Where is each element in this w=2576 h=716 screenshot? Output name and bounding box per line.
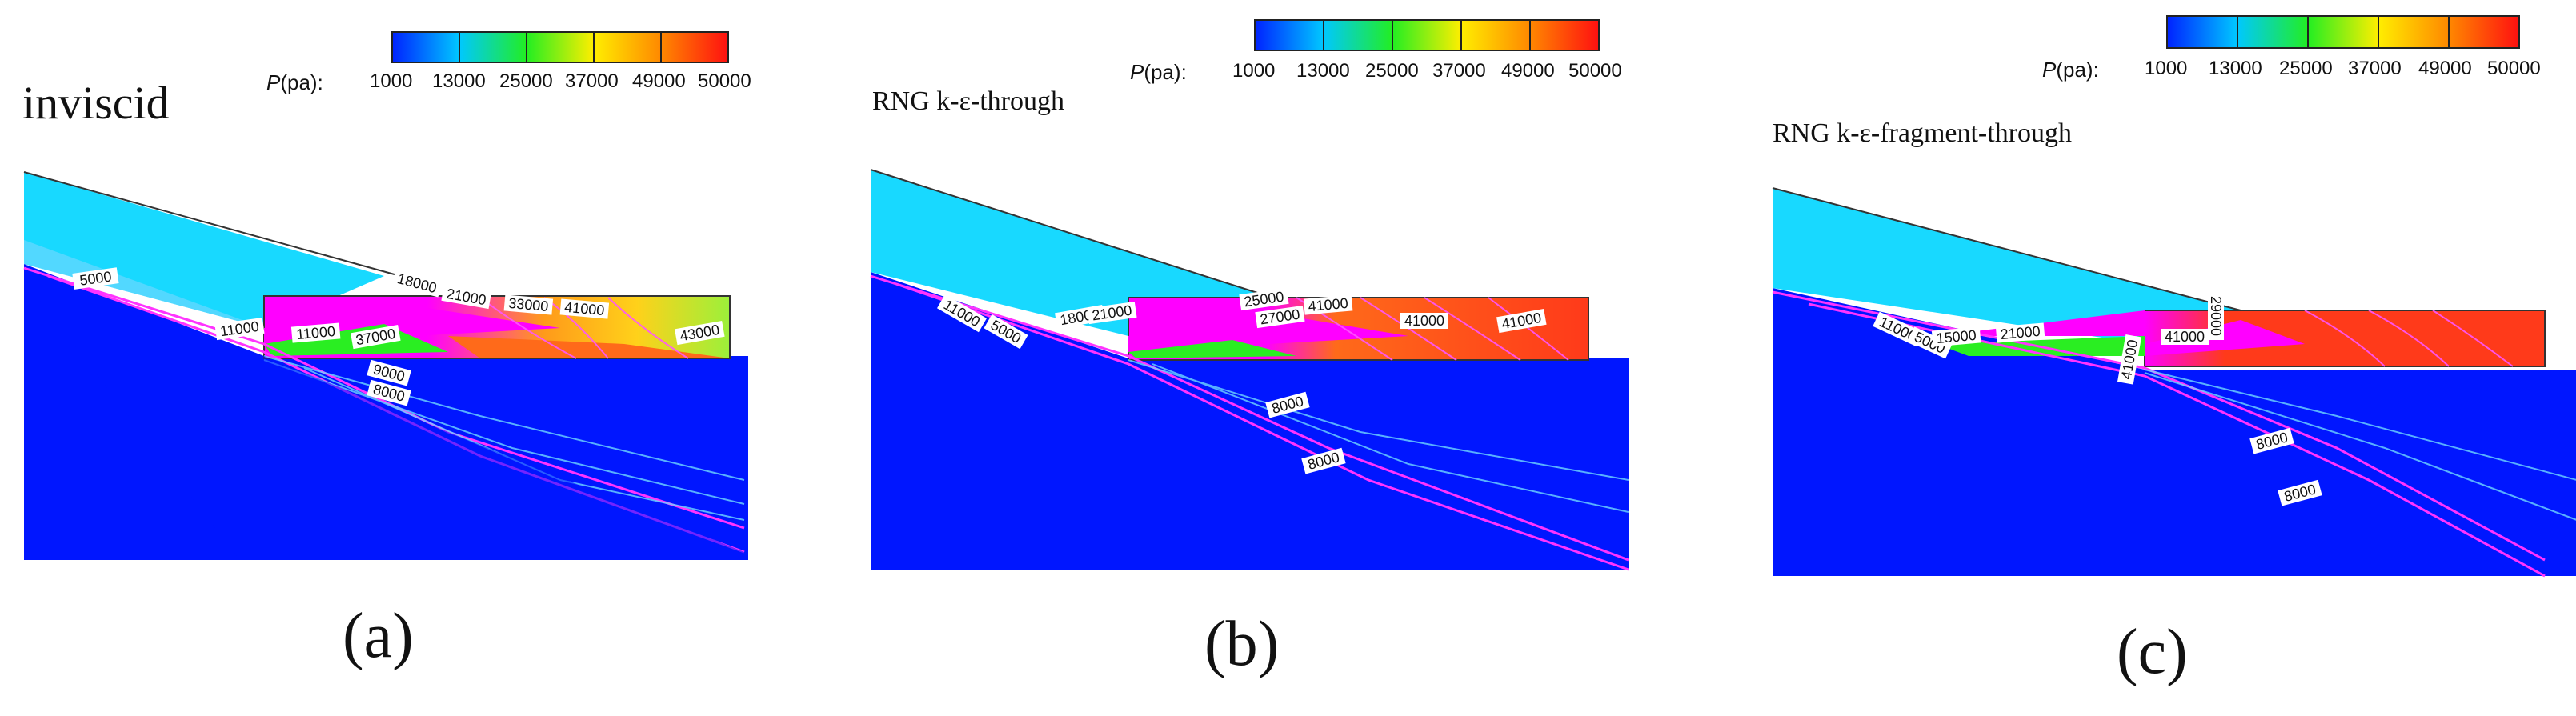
panel-c: 11000 5000 15000 21000 29000 41000 41000…: [1697, 0, 2576, 716]
colorbar-label: P(pa):: [266, 70, 323, 94]
panel-title: inviscid: [22, 77, 170, 129]
contour-label: 18000: [395, 270, 439, 296]
colorbar-tick: 13000: [2209, 58, 2262, 79]
panel-caption: (c): [2117, 617, 2188, 687]
pressure-contour-plot-b: 11000 5000 18000 21000 25000 27000 41000…: [870, 19, 1629, 571]
panel-b: 11000 5000 18000 21000 25000 27000 41000…: [848, 0, 1697, 716]
colorbar-tick: 1000: [2145, 58, 2188, 79]
upper-region: [24, 172, 384, 328]
colorbar: [1254, 19, 1600, 51]
contour-label: 41000: [564, 299, 606, 318]
colorbar: [391, 31, 729, 63]
flow-domain: [871, 272, 1629, 570]
colorbar-tick: 37000: [565, 70, 619, 92]
colorbar-tick: 49000: [2418, 58, 2472, 79]
colorbar: [2166, 15, 2520, 49]
colorbar-label: P(pa):: [1130, 60, 1187, 84]
panel-a: 5000 11000 18000 21000 33000 37000 41000…: [0, 0, 848, 716]
pressure-contour-plot-a: 5000 11000 18000 21000 33000 37000 41000…: [23, 31, 748, 560]
contour-label: 11000: [296, 323, 336, 342]
contour-label: 41000: [1308, 295, 1349, 314]
colorbar-tick: 50000: [1568, 60, 1622, 82]
contour-label: 41000: [1404, 313, 1444, 329]
flow-domain: [1773, 288, 2576, 576]
contour-label: 15000: [1936, 327, 1977, 346]
panel-title: RNG k-ε-through: [872, 86, 1064, 116]
panel-caption: (a): [343, 601, 414, 671]
contour-label: 33000: [508, 295, 550, 314]
colorbar-tick: 25000: [499, 70, 553, 92]
panel-title: RNG k-ε-fragment-through: [1773, 118, 2073, 148]
contour-label: 21000: [2000, 323, 2041, 342]
colorbar-tick: 1000: [1232, 60, 1276, 82]
colorbar-tick: 13000: [432, 70, 486, 92]
colorbar-label: P(pa):: [2042, 58, 2099, 82]
colorbar-tick: 49000: [1501, 60, 1555, 82]
colorbar-tick: 50000: [698, 70, 751, 92]
colorbar-tick: 49000: [632, 70, 686, 92]
panel-caption: (b): [1204, 609, 1280, 679]
colorbar-tick: 13000: [1296, 60, 1350, 82]
contour-label: 11000: [219, 318, 260, 340]
pressure-contour-plot-c: 11000 5000 15000 21000 29000 41000 41000…: [1772, 15, 2576, 578]
colorbar-tick: 1000: [370, 70, 413, 92]
colorbar-tick: 25000: [1365, 60, 1419, 82]
upper-region: [871, 170, 1272, 336]
contour-label: 41000: [2165, 329, 2205, 345]
colorbar-tick: 37000: [1432, 60, 1486, 82]
colorbar-tick: 50000: [2487, 58, 2541, 79]
contour-label: 29000: [2208, 296, 2224, 336]
upper-region: [1773, 188, 2241, 344]
colorbar-tick: 37000: [2348, 58, 2402, 79]
colorbar-tick: 25000: [2279, 58, 2333, 79]
